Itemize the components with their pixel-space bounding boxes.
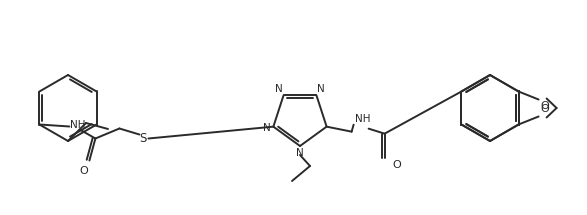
Text: S: S (140, 132, 147, 145)
Text: N: N (275, 84, 282, 94)
Text: O: O (541, 104, 549, 115)
Text: N: N (318, 84, 325, 94)
Text: O: O (393, 160, 402, 170)
Text: O: O (79, 166, 88, 175)
Text: N: N (262, 123, 271, 133)
Text: NH: NH (355, 114, 370, 124)
Text: O: O (541, 101, 549, 112)
Text: NH: NH (70, 120, 86, 131)
Text: N: N (296, 148, 304, 158)
